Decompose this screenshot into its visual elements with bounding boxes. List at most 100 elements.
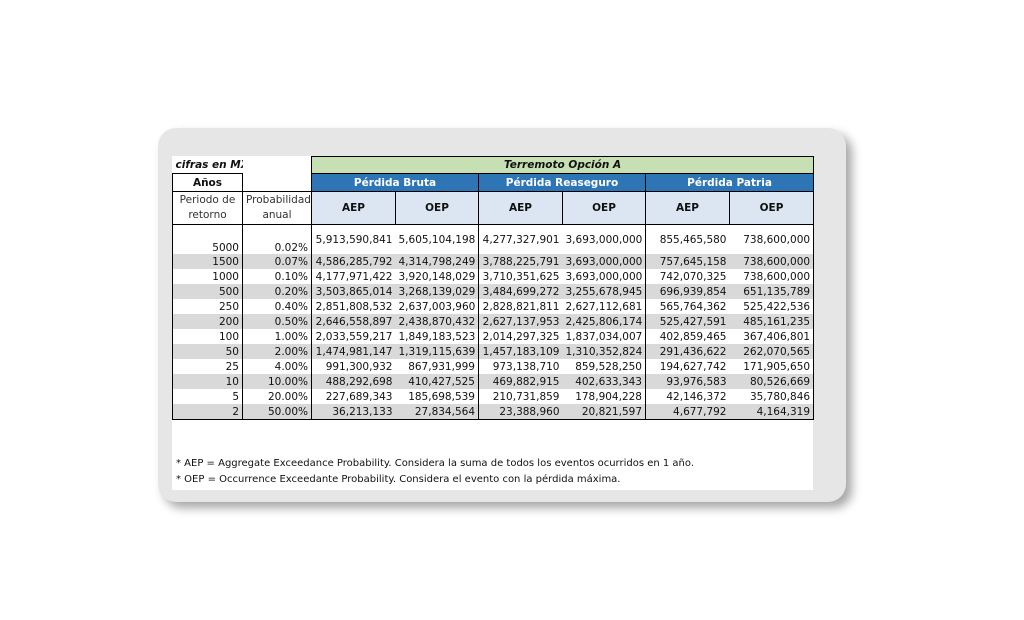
table-row: 50 2.00% 1,474,981,147 1,319,115,639 1,457,1… — [172, 344, 815, 359]
probability-cell: 0.50% — [242, 314, 312, 329]
value-cell: 525,427,591 — [645, 314, 730, 329]
probability-cell: 0.20% — [242, 284, 312, 299]
value-cell: 3,693,000,000 — [562, 224, 646, 254]
value-cell: 2,637,003,960 — [395, 299, 479, 314]
spreadsheet: cifras en MXN Terremoto Opción A Años Pé… — [172, 156, 815, 490]
value-cell: 402,859,465 — [659, 330, 727, 343]
value-cell: 738,600,000 — [729, 269, 815, 284]
value-cell: 291,436,622 — [645, 344, 730, 359]
probability-cell: 2.00% — [242, 344, 312, 359]
value-cell: 757,645,158 — [645, 254, 730, 269]
value-cell: 4,586,285,792 — [311, 254, 396, 269]
probability-cell: 50.00% — [242, 404, 312, 420]
value-cell: 80,526,669 — [729, 374, 815, 389]
value-cell: 3,920,148,029 — [395, 269, 479, 284]
value-cell: 738,600,000 — [729, 254, 815, 269]
group-header-reaseguro: Pérdida Reaseguro — [478, 173, 646, 192]
period-cell: 2 — [172, 404, 243, 420]
probability-cell: 0.07% — [242, 254, 312, 269]
value-cell: 2,627,112,681 — [562, 299, 646, 314]
value-cell: 402,633,343 — [562, 374, 646, 389]
value-cell: 2,851,808,532 — [315, 300, 393, 313]
table-row: 5 20.00% 227,689,343 185,698,539 210,731,859… — [172, 389, 815, 404]
value-cell: 2,828,821,811 — [482, 300, 560, 313]
value-cell: 2,627,137,953 — [478, 314, 563, 329]
currency-note: cifras en MXN — [175, 158, 243, 171]
period-cell: 200 — [172, 314, 243, 329]
value-cell: 93,976,583 — [645, 374, 730, 389]
loss-table: cifras en MXN Terremoto Opción A Años Pé… — [172, 156, 815, 420]
years-label: Años — [172, 173, 243, 192]
value-cell: 973,138,710 — [492, 360, 560, 373]
value-cell: 696,939,854 — [645, 284, 730, 299]
value-cell: 367,406,801 — [729, 329, 815, 344]
value-cell: 5,913,590,841 — [315, 233, 393, 246]
probability-cell: 20.00% — [242, 389, 312, 404]
value-cell: 525,422,536 — [729, 299, 815, 314]
table-row: 5000 0.02% 5,913,590,841 5,605,104,198 4,277… — [172, 224, 815, 254]
table-row: 10 10.00% 488,292,698 410,427,525 469,882,91… — [172, 374, 815, 389]
probability-cell: 0.02% — [242, 224, 312, 254]
value-cell: 1,457,183,109 — [478, 344, 563, 359]
value-cell: 36,213,133 — [311, 404, 396, 420]
value-cell: 227,689,343 — [325, 390, 393, 403]
table-row: 250 0.40% 2,851,808,532 2,637,003,960 2,828,… — [172, 299, 815, 314]
value-cell: 565,764,362 — [659, 300, 727, 313]
value-cell: 3,503,865,014 — [311, 284, 396, 299]
value-cell: 2,646,558,897 — [311, 314, 396, 329]
table-row: 100 1.00% 2,033,559,217 1,849,183,523 2,014,… — [172, 329, 815, 344]
value-cell: 3,693,000,000 — [562, 269, 646, 284]
value-cell: 855,465,580 — [659, 233, 727, 246]
metric-header: OEP — [395, 191, 479, 225]
value-cell: 1,310,352,824 — [562, 344, 646, 359]
value-cell: 35,780,846 — [729, 389, 815, 404]
value-cell: 2,425,806,174 — [562, 314, 646, 329]
table-row: 200 0.50% 2,646,558,897 2,438,870,432 2,627,… — [172, 314, 815, 329]
value-cell: 4,314,798,249 — [395, 254, 479, 269]
footnote-aep: * AEP = Aggregate Exceedance Probability… — [176, 458, 695, 469]
table-row: 25 4.00% 991,300,932 867,931,999 973,138,710… — [172, 359, 815, 374]
value-cell: 3,710,351,625 — [482, 270, 560, 283]
value-cell: 3,268,139,029 — [395, 284, 479, 299]
value-cell: 185,698,539 — [395, 389, 479, 404]
value-cell: 171,905,650 — [729, 359, 815, 374]
period-cell: 5000 — [172, 224, 243, 254]
footnote-oep: * OEP = Occurrence Exceedante Probabilit… — [176, 474, 621, 485]
probability-cell: 1.00% — [242, 329, 312, 344]
value-cell: 1,474,981,147 — [311, 344, 396, 359]
value-cell: 738,600,000 — [729, 224, 815, 254]
value-cell: 4,164,319 — [729, 404, 815, 420]
value-cell: 27,834,564 — [395, 404, 479, 420]
value-cell: 3,693,000,000 — [562, 254, 646, 269]
value-cell: 262,070,565 — [729, 344, 815, 359]
value-cell: 2,033,559,217 — [315, 330, 393, 343]
value-cell: 3,255,678,945 — [562, 284, 646, 299]
value-cell: 178,904,228 — [562, 389, 646, 404]
probability-cell: 0.10% — [242, 269, 312, 284]
value-cell: 210,731,859 — [492, 390, 560, 403]
metric-header: OEP — [728, 191, 815, 225]
value-cell: 859,528,250 — [562, 359, 646, 374]
value-cell: 1,319,115,639 — [395, 344, 479, 359]
value-cell: 20,821,597 — [562, 404, 646, 420]
scenario-header: Terremoto Opción A — [310, 156, 815, 174]
footnotes: * AEP = Aggregate Exceedance Probability… — [176, 456, 694, 488]
metric-header: OEP — [562, 191, 646, 225]
value-cell: 651,135,789 — [729, 284, 815, 299]
period-cell: 100 — [172, 329, 243, 344]
table-row: 2 50.00% 36,213,133 27,834,564 23,388,960 20,… — [172, 404, 815, 420]
probability-cell: 0.40% — [242, 299, 312, 314]
value-cell: 742,070,325 — [659, 270, 727, 283]
period-cell: 1000 — [172, 269, 243, 284]
probability-column-header: Probabilidad anual — [242, 191, 312, 225]
value-cell: 42,146,372 — [666, 390, 727, 403]
value-cell: 4,177,971,422 — [315, 270, 393, 283]
value-cell: 1,849,183,523 — [395, 329, 479, 344]
period-cell: 1500 — [172, 254, 243, 269]
metric-header: AEP — [478, 191, 563, 225]
probability-cell: 4.00% — [242, 359, 312, 374]
period-cell: 10 — [172, 374, 243, 389]
value-cell: 23,388,960 — [478, 404, 563, 420]
period-cell: 250 — [172, 299, 243, 314]
value-cell: 1,837,034,007 — [562, 329, 646, 344]
